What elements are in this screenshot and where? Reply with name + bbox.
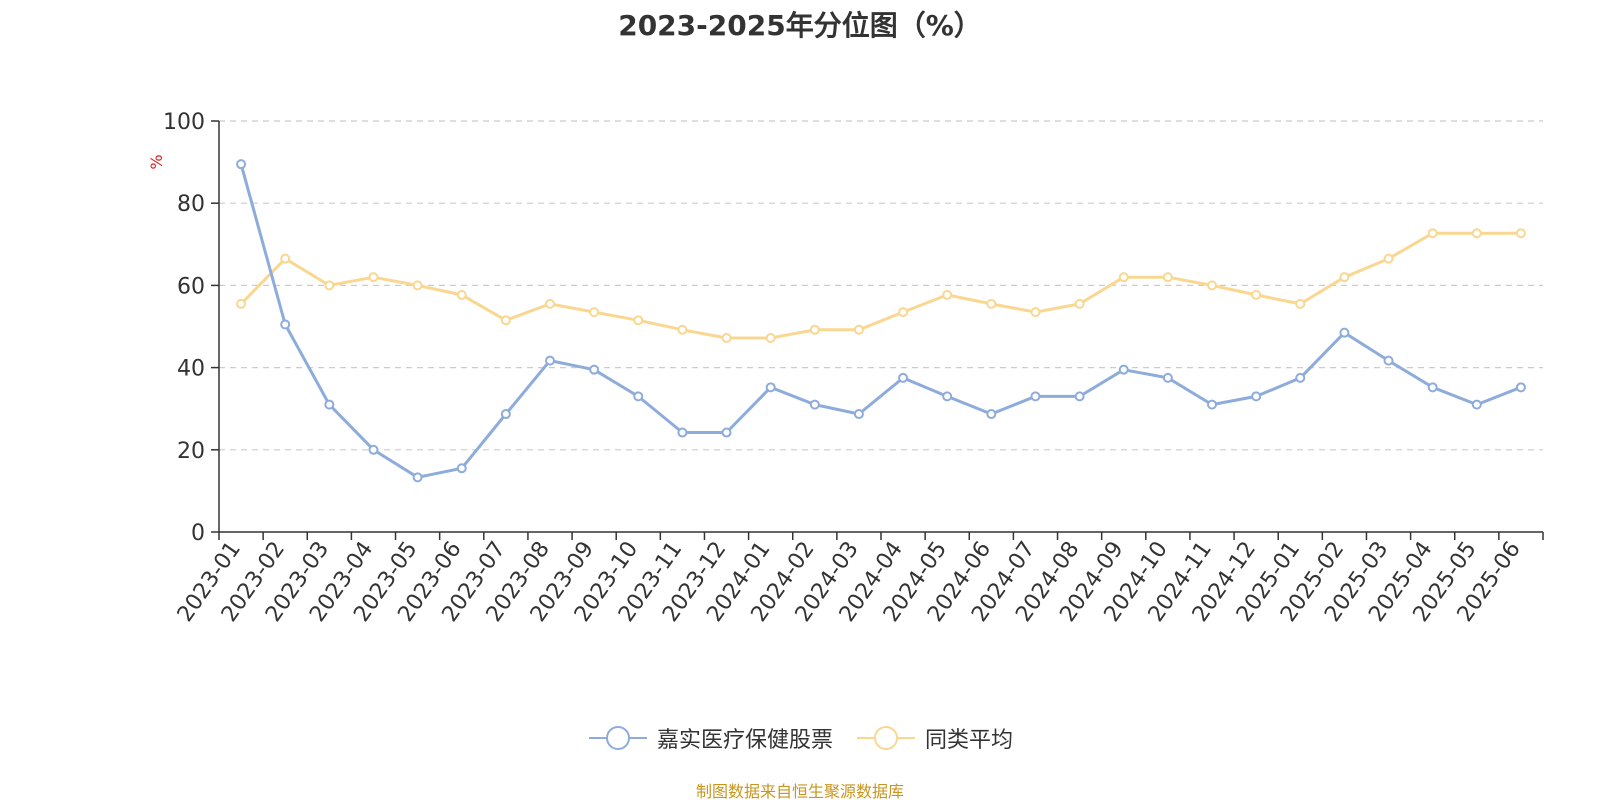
data-point-series-2[interactable]	[1030, 307, 1041, 318]
data-point-series-2[interactable]	[1207, 280, 1217, 291]
data-point-series-2[interactable]	[942, 289, 953, 300]
data-point-series-1[interactable]	[1251, 391, 1262, 402]
data-point-series-2[interactable]	[765, 333, 776, 344]
data-point-series-1[interactable]	[1074, 391, 1085, 402]
data-point-series-2[interactable]	[1162, 272, 1173, 283]
legend-item-series-1[interactable]: 嘉实医疗保健股票	[587, 722, 833, 754]
data-point-series-2[interactable]	[677, 324, 688, 335]
data-point-series-1[interactable]	[765, 382, 776, 393]
data-point-series-2[interactable]	[412, 280, 423, 291]
axes: 020406080100%2023-012023-022023-032023-0…	[147, 110, 1544, 627]
legend: 嘉实医疗保健股票 同类平均	[0, 722, 1600, 754]
data-point-series-1[interactable]	[412, 472, 423, 483]
data-point-series-2[interactable]	[589, 307, 600, 318]
data-point-series-2[interactable]	[1118, 272, 1129, 283]
y-tick-label: 100	[163, 110, 205, 135]
legend-label-series-2: 同类平均	[925, 728, 1014, 753]
data-point-series-1[interactable]	[898, 372, 909, 383]
chart-title: 2023-2025年分位图（%）	[618, 9, 982, 42]
data-point-series-2[interactable]	[1339, 272, 1350, 283]
y-tick-label: 40	[177, 357, 205, 382]
series-lines	[239, 163, 1522, 479]
data-point-series-1[interactable]	[1471, 399, 1482, 410]
data-point-series-1[interactable]	[1427, 382, 1438, 393]
data-point-series-2[interactable]	[633, 315, 644, 326]
data-point-series-1[interactable]	[1515, 382, 1526, 393]
data-point-series-1[interactable]	[280, 319, 291, 330]
data-point-series-1[interactable]	[500, 409, 511, 420]
data-point-series-2[interactable]	[1471, 228, 1482, 239]
data-point-series-1[interactable]	[677, 427, 688, 438]
series-line-1	[239, 163, 1522, 479]
data-point-series-2[interactable]	[986, 298, 997, 309]
data-point-series-2[interactable]	[809, 324, 820, 335]
data-points	[236, 159, 1526, 483]
legend-marker-series-1	[588, 726, 647, 750]
data-point-series-1[interactable]	[545, 355, 555, 366]
data-point-series-2[interactable]	[456, 289, 467, 300]
data-point-series-1[interactable]	[1383, 355, 1394, 366]
data-point-series-2[interactable]	[1295, 298, 1306, 309]
grid-lines	[219, 120, 1543, 451]
line-chart: 020406080100%2023-012023-022023-032023-0…	[147, 110, 1544, 627]
data-point-series-1[interactable]	[633, 391, 644, 402]
y-tick-label: 60	[177, 274, 205, 299]
data-point-series-1[interactable]	[1162, 372, 1173, 383]
data-point-series-1[interactable]	[1207, 399, 1217, 410]
data-point-series-2[interactable]	[368, 272, 379, 283]
data-point-series-1[interactable]	[324, 399, 335, 410]
data-point-series-1[interactable]	[809, 399, 820, 410]
legend-item-series-2[interactable]: 同类平均	[855, 722, 1013, 754]
data-point-series-2[interactable]	[1383, 253, 1394, 264]
data-point-series-2[interactable]	[236, 298, 247, 309]
y-axis-label: %	[147, 154, 166, 169]
series-line-2	[240, 231, 1521, 340]
data-point-series-2[interactable]	[721, 333, 732, 344]
data-point-series-1[interactable]	[1118, 364, 1129, 375]
data-point-series-1[interactable]	[942, 391, 953, 402]
data-point-series-1[interactable]	[368, 444, 379, 455]
data-point-series-2[interactable]	[1251, 289, 1262, 300]
data-point-series-1[interactable]	[986, 409, 997, 420]
legend-label-series-1: 嘉实医疗保健股票	[656, 728, 833, 753]
data-point-series-1[interactable]	[589, 364, 600, 375]
data-point-series-1[interactable]	[456, 463, 467, 474]
data-point-series-1[interactable]	[721, 427, 732, 438]
data-point-series-2[interactable]	[853, 324, 864, 335]
data-point-series-1[interactable]	[1030, 391, 1041, 402]
data-point-series-1[interactable]	[1339, 327, 1350, 338]
data-point-series-2[interactable]	[280, 253, 291, 264]
data-point-series-2[interactable]	[500, 315, 511, 326]
y-tick-label: 0	[191, 521, 205, 546]
data-point-series-2[interactable]	[898, 307, 909, 318]
source-note: 制图数据来自恒生聚源数据库	[695, 782, 904, 800]
data-point-series-2[interactable]	[545, 298, 555, 309]
data-point-series-2[interactable]	[1515, 228, 1526, 239]
data-point-series-2[interactable]	[324, 280, 335, 291]
data-point-series-2[interactable]	[1427, 228, 1438, 239]
data-point-series-1[interactable]	[236, 159, 247, 170]
data-point-series-2[interactable]	[1074, 298, 1085, 309]
data-point-series-1[interactable]	[1295, 372, 1306, 383]
y-tick-label: 20	[177, 439, 205, 464]
legend-marker-series-2	[857, 726, 915, 750]
y-tick-label: 80	[177, 192, 205, 217]
data-point-series-1[interactable]	[853, 409, 864, 420]
